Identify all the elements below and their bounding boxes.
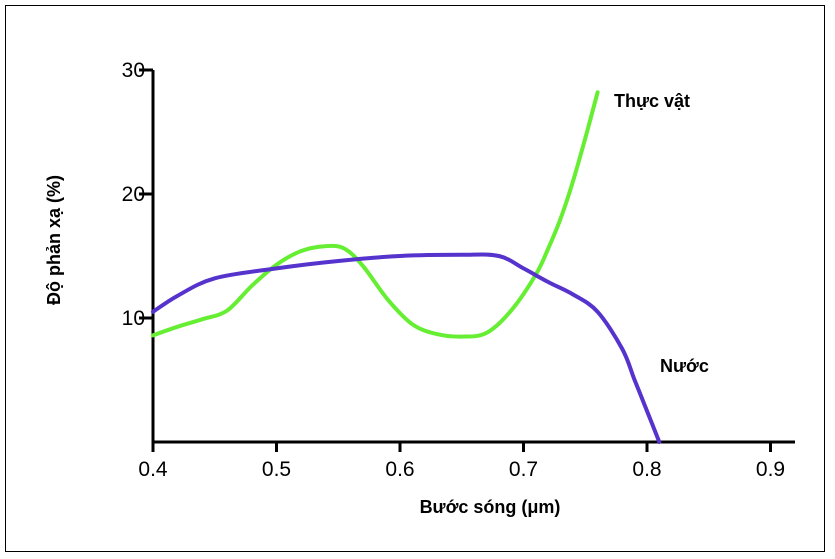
x-tick-label: 0.6: [385, 458, 414, 481]
x-tick-label: 0.7: [509, 458, 538, 481]
chart-labels: Bước sóng (μm) Độ phản xạ (%) Thực vật N…: [44, 91, 709, 517]
series-label-water: Nước: [660, 356, 709, 376]
y-tick-label: 10: [122, 307, 145, 330]
y-tick-label: 20: [122, 183, 145, 206]
chart-series: [151, 90, 662, 444]
y-tick-label: 30: [122, 59, 145, 82]
series-label-vegetation: Thực vật: [614, 91, 690, 111]
chart-frame: [5, 5, 825, 552]
x-tick-label: 0.8: [632, 458, 661, 481]
y-axis-title: Độ phản xạ (%): [44, 175, 64, 305]
x-axis-title: Bước sóng (μm): [420, 497, 561, 517]
x-tick-label: 0.9: [756, 458, 785, 481]
series-line-water: [151, 252, 662, 444]
x-tick-label: 0.4: [138, 458, 168, 481]
chart-axes: 0.4 0.5 0.6 0.7 0.8 0.9 10 20 30: [122, 59, 795, 481]
series-line-vegetation: [151, 90, 600, 339]
x-tick-label: 0.5: [262, 458, 291, 481]
